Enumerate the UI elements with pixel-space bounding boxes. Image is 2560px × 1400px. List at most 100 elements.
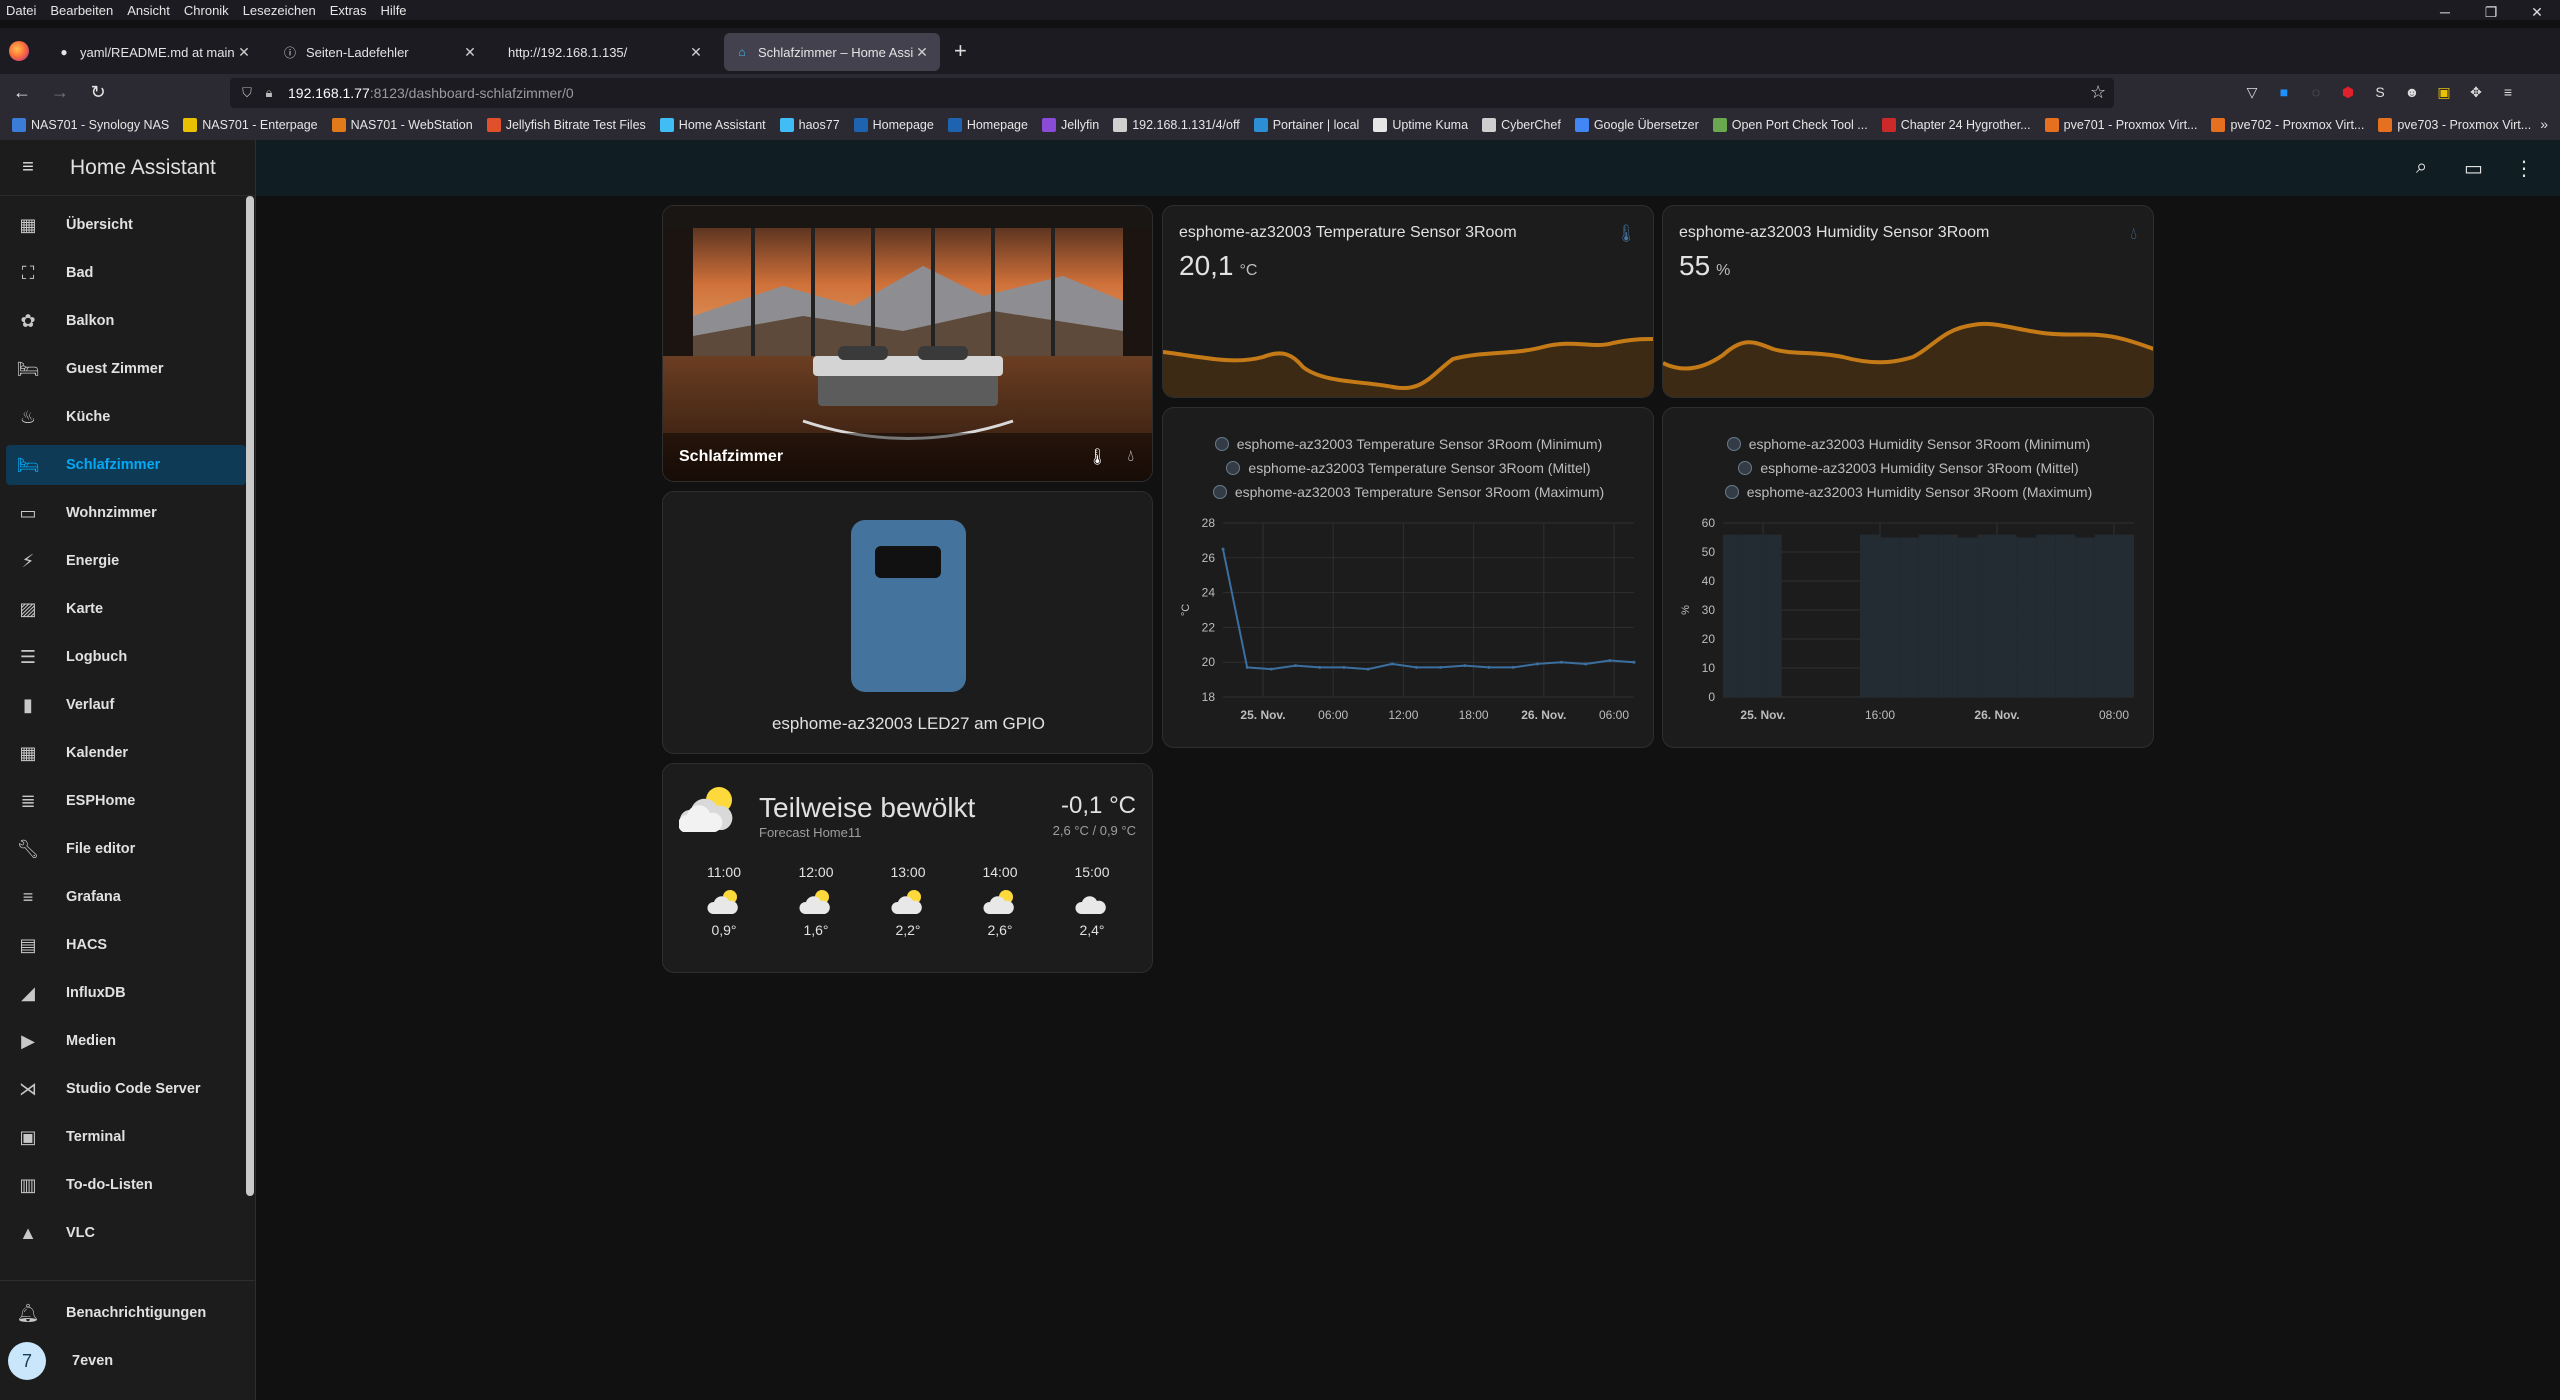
led-button-card[interactable]: esphome-az32003 LED27 am GPIO	[662, 491, 1153, 754]
tab-ip[interactable]: http://192.168.1.135/ ✕	[498, 33, 714, 71]
weather-forecast-card[interactable]: Teilweise bewölkt Forecast Home11 -0,1 °…	[662, 763, 1153, 973]
bookmark-star-icon[interactable]: ☆	[2090, 82, 2107, 102]
sidebar-item-logbuch[interactable]: ☰ Logbuch	[6, 637, 246, 677]
sidebar-item-notifications[interactable]: 🔔︎ Benachrichtigungen	[6, 1293, 246, 1333]
bookmark-item[interactable]: Uptime Kuma	[1373, 118, 1468, 132]
bookmark-item[interactable]: Portainer | local	[1253, 118, 1359, 132]
menu-bearbeiten[interactable]: Bearbeiten	[50, 2, 114, 18]
tab-home-assistant[interactable]: ⌂ Schlafzimmer – Home Assistant ✕	[724, 33, 940, 71]
avatar[interactable]: 7	[8, 1342, 46, 1380]
menu-hilfe[interactable]: Hilfe	[380, 2, 407, 18]
area-card[interactable]: Schlafzimmer 🌡︎ 💧︎	[662, 205, 1153, 482]
legend-item[interactable]: esphome-az32003 Humidity Sensor 3Room (M…	[1663, 480, 2153, 504]
sidebar-item-profile[interactable]: 7even	[56, 1341, 246, 1381]
sidebar-item-studio-code-server[interactable]: ⋊ Studio Code Server	[6, 1069, 246, 1109]
sidebar-scrollbar[interactable]	[246, 196, 254, 1196]
menu-ansicht[interactable]: Ansicht	[127, 2, 170, 18]
sidebar-item-kalender[interactable]: ▦ Kalender	[6, 733, 246, 773]
bookmark-item[interactable]: NAS701 - Synology NAS	[12, 118, 169, 132]
bookmark-item[interactable]: CyberChef	[1482, 118, 1561, 132]
reload-icon[interactable]: ↻	[90, 81, 106, 102]
address-bar[interactable]: ⛉ 🔒︎ 192.168.1.77:8123/dashboard-schlafz…	[230, 78, 2114, 108]
bookmark-item[interactable]: NAS701 - Enterpage	[183, 118, 318, 132]
minimize-icon[interactable]: ─	[2440, 4, 2450, 20]
bookmark-item[interactable]: Homepage	[853, 118, 934, 132]
bookmark-item[interactable]: Jellyfish Bitrate Test Files	[486, 118, 646, 132]
legend-item[interactable]: esphome-az32003 Humidity Sensor 3Room (M…	[1663, 456, 2153, 480]
new-tab-icon[interactable]: +	[954, 38, 967, 63]
sidebar-item-verlauf[interactable]: ▮ Verlauf	[6, 685, 246, 725]
bookmark-item[interactable]: 192.168.1.131/4/off	[1113, 118, 1240, 132]
legend-item[interactable]: esphome-az32003 Humidity Sensor 3Room (M…	[1663, 432, 2153, 456]
sidebar-item-übersicht[interactable]: ▦ Übersicht	[6, 205, 246, 245]
sidebar-item-influxdb[interactable]: ◢ InfluxDB	[6, 973, 246, 1013]
bookmark-item[interactable]: NAS701 - WebStation	[331, 118, 473, 132]
forward-icon[interactable]: →	[51, 81, 69, 102]
pocket-icon[interactable]: ▽	[2246, 83, 2258, 100]
sidebar-item-file-editor[interactable]: 🔧︎ File editor	[6, 829, 246, 869]
extension-blue-icon[interactable]: ■	[2279, 84, 2289, 100]
sidebar-item-terminal[interactable]: ▣ Terminal	[6, 1117, 246, 1157]
back-icon[interactable]: ←	[13, 81, 31, 102]
sidebar-item-energie[interactable]: ⚡︎ Energie	[6, 541, 246, 581]
bookmark-item[interactable]: Chapter 24 Hygrother...	[1881, 118, 2031, 132]
bookmark-item[interactable]: Open Port Check Tool ...	[1712, 118, 1868, 132]
close-icon[interactable]: ✕	[916, 43, 928, 60]
humidity-history-chart[interactable]: 0 10 20 30 40 50 60 25. Nov. 16:00 26. Nov. 08:00%	[1663, 503, 2154, 748]
sidebar-item-karte[interactable]: ▨ Karte	[6, 589, 246, 629]
legend-item[interactable]: esphome-az32003 Temperature Sensor 3Room…	[1163, 456, 1653, 480]
ublock-icon[interactable]: ⬢	[2341, 83, 2355, 100]
menu-extras[interactable]: Extras	[329, 2, 367, 18]
sidebar-item-balkon[interactable]: ✿ Balkon	[6, 301, 246, 341]
restore-icon[interactable]: ❐	[2484, 3, 2498, 20]
close-icon[interactable]: ✕	[690, 43, 702, 60]
extension-s-icon[interactable]: S	[2375, 84, 2385, 100]
shield-icon[interactable]: ⛉	[242, 85, 252, 100]
sidebar-item-bad[interactable]: ⛶ Bad	[6, 253, 246, 293]
menu-datei[interactable]: Datei	[6, 2, 37, 18]
menu-chronik[interactable]: Chronik	[183, 2, 229, 18]
lock-icon[interactable]: 🔒︎	[265, 85, 273, 100]
sidebar-item-grafana[interactable]: ≡ Grafana	[6, 877, 246, 917]
bookmark-item[interactable]: pve703 - Proxmox Virt...	[2378, 118, 2531, 132]
sidebar-item-guest-zimmer[interactable]: 🛏︎ Guest Zimmer	[6, 349, 246, 389]
menu-lesezeichen[interactable]: Lesezeichen	[242, 2, 316, 18]
close-icon[interactable]: ✕	[238, 43, 250, 60]
sidebar-item-medien[interactable]: ▶ Medien	[6, 1021, 246, 1061]
legend-item[interactable]: esphome-az32003 Temperature Sensor 3Room…	[1163, 480, 1653, 504]
extension-badge-icon[interactable]: ▣	[2437, 83, 2451, 100]
sidebar-item-vlc[interactable]: ▲ VLC	[6, 1213, 246, 1253]
assist-icon[interactable]: ▭	[2464, 158, 2483, 180]
light-switch-icon[interactable]	[851, 520, 966, 692]
bookmark-item[interactable]: Google Übersetzer	[1574, 118, 1699, 132]
bookmarks-more-icon[interactable]: »	[2540, 116, 2548, 132]
tab-github[interactable]: ● yaml/README.md at main · 7e ✕	[46, 33, 262, 71]
bookmark-item[interactable]: pve701 - Proxmox Virt...	[2044, 118, 2197, 132]
firefox-icon[interactable]	[9, 41, 29, 61]
menu-toggle-icon[interactable]: ≡	[22, 156, 34, 178]
bookmark-item[interactable]: Home Assistant	[659, 118, 766, 132]
close-window-icon[interactable]: ✕	[2531, 3, 2543, 20]
bookmark-item[interactable]: Homepage	[947, 118, 1028, 132]
search-icon[interactable]: ⌕	[2416, 156, 2428, 178]
temperature-sensor-card[interactable]: esphome-az32003 Temperature Sensor 3Room…	[1162, 205, 1654, 398]
thermometer-icon[interactable]: 🌡︎	[1087, 449, 1108, 466]
close-icon[interactable]: ✕	[464, 43, 476, 60]
sidebar-item-esphome[interactable]: ≣ ESPHome	[6, 781, 246, 821]
bookmark-item[interactable]: Jellyfin	[1041, 118, 1099, 132]
sidebar-item-wohnzimmer[interactable]: ▭ Wohnzimmer	[6, 493, 246, 533]
sidebar-item-to-do-listen[interactable]: ▥ To-do-Listen	[6, 1165, 246, 1205]
extension-gray-icon[interactable]: ◌	[2311, 84, 2321, 100]
sidebar-item-schlafzimmer[interactable]: 🛏︎ Schlafzimmer	[6, 445, 246, 485]
extension-user-icon[interactable]: ☻	[2404, 84, 2420, 100]
humidity-sensor-card[interactable]: esphome-az32003 Humidity Sensor 3Room 💧︎…	[1662, 205, 2154, 398]
legend-item[interactable]: esphome-az32003 Temperature Sensor 3Room…	[1163, 432, 1653, 456]
more-options-icon[interactable]: ⋮	[2514, 158, 2534, 180]
sidebar-item-küche[interactable]: ♨ Küche	[6, 397, 246, 437]
temperature-history-chart[interactable]: 18 20 22 24 26 28 25. Nov. 06:00 12:00 18:00 26. N…	[1163, 503, 1654, 748]
extensions-icon[interactable]: ✥	[2470, 83, 2482, 100]
bookmark-item[interactable]: pve702 - Proxmox Virt...	[2211, 118, 2364, 132]
water-percent-icon[interactable]: 💧︎	[1127, 448, 1134, 465]
menu-hamburger-icon[interactable]: ≡	[2503, 84, 2513, 100]
bookmark-item[interactable]: haos77	[779, 118, 840, 132]
